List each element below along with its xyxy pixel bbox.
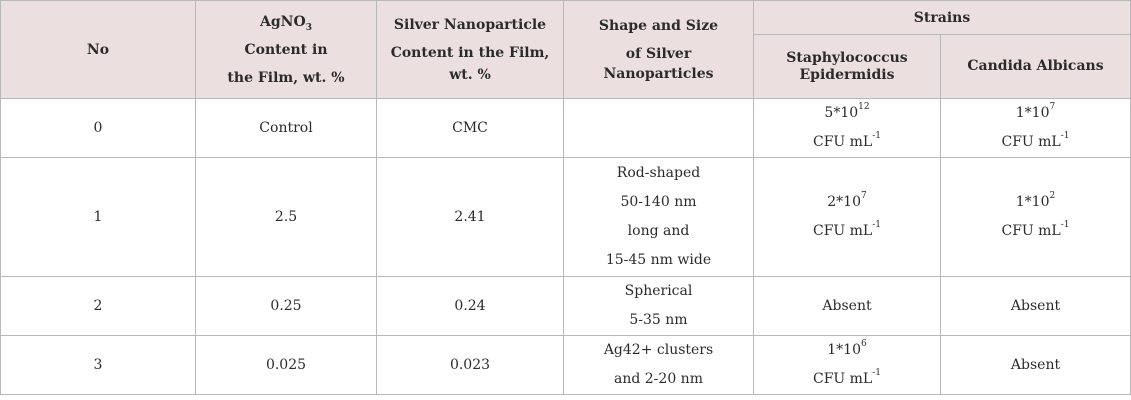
header-silver-line3: wt. % [449,66,491,83]
shape-line: 50-140 nm [620,194,697,210]
staph-count: 5*1012 [824,101,870,121]
cell-agno3: 0.025 [195,335,377,395]
cell-staph: 5*1012 CFU mL-1 [753,98,941,158]
cell-candida: Absent [940,335,1131,395]
shape-line: Ag42+ clusters [603,342,714,358]
candida-count: 1*107 [1015,101,1056,121]
table-row: 1 2.5 2.41 Rod-shaped 50-140 nm long and… [0,157,1131,277]
cell-candida: 1*107 CFU mL-1 [940,98,1131,158]
header-no: No [0,0,196,99]
header-strains: Strains [753,0,1131,35]
header-agno3-line1: AgNO3 [260,13,312,33]
candida-count: 1*102 [1015,190,1056,210]
cell-shape: Ag42+ clusters and 2-20 nm [563,335,754,395]
header-row-1: No AgNO3 Content in the Film, wt. % Silv… [0,0,1131,99]
cell-agno3: 2.5 [195,157,377,277]
cell-silver: 2.41 [376,157,564,277]
cell-staph: Absent [753,276,941,336]
header-row-2: Staphylococcus Epidermidis Candida Albic… [1,34,1131,99]
header-silver-content: Silver Nanoparticle Content in the Film,… [376,0,564,99]
header-staph-line1: Staphylococcus [786,49,908,66]
shape-line: and 2-20 nm [614,371,703,387]
header-staph-line2: Epidermidis [799,66,895,83]
candida-unit: CFU mL-1 [1001,219,1070,239]
cell-no: 0 [0,98,196,158]
staph-count: 2*107 [827,190,867,210]
header-agno3-line2: Content in [244,41,328,58]
staph-unit: CFU mL-1 [812,130,882,150]
shape-line: long and [627,223,690,239]
cell-no: 1 [0,157,196,277]
header-silver-line1: Silver Nanoparticle [393,16,547,33]
cell-candida: Absent [940,276,1131,336]
header-shape-line2: of Silver [625,45,692,62]
shape-line: Spherical [624,283,693,299]
header-staph: Staphylococcus Epidermidis [753,34,941,99]
cell-staph: 2*107 CFU mL-1 [753,157,941,277]
table-row: 0 Control CMC 5*1012 CFU mL-1 1*107 CFU … [0,98,1131,158]
header-agno3: AgNO3 Content in the Film, wt. % [195,0,377,99]
cell-silver: 0.24 [376,276,564,336]
candida-unit: CFU mL-1 [1001,130,1070,150]
staph-unit: CFU mL-1 [812,367,882,387]
shape-line: Rod-shaped [616,165,701,181]
cell-silver: CMC [376,98,564,158]
header-agno3-line3: the Film, wt. % [227,69,345,86]
cell-shape: Rod-shaped 50-140 nm long and 15-45 nm w… [563,157,754,277]
cell-shape [563,98,754,158]
table-row: 3 0.025 0.023 Ag42+ clusters and 2-20 nm… [0,335,1131,395]
cell-no: 3 [0,335,196,395]
cell-no: 2 [0,276,196,336]
cell-silver: 0.023 [376,335,564,395]
header-shape-line3: Nanoparticles [603,65,714,82]
table-row: 2 0.25 0.24 Spherical 5-35 nm Absent Abs… [0,276,1131,336]
cell-staph: 1*106 CFU mL-1 [753,335,941,395]
shape-line: 15-45 nm wide [605,252,712,268]
staph-count: 1*106 [827,338,867,358]
shape-line: 5-35 nm [629,312,688,328]
header-candida: Candida Albicans [940,34,1131,99]
cell-candida: 1*102 CFU mL-1 [940,157,1131,277]
cell-shape: Spherical 5-35 nm [563,276,754,336]
header-silver-line2: Content in the Film, [390,44,550,61]
staph-unit: CFU mL-1 [812,219,882,239]
header-shape-line1: Shape and Size [598,17,719,34]
header-shape-size: Shape and Size of Silver Nanoparticles [563,0,754,99]
cell-agno3: Control [195,98,377,158]
cell-agno3: 0.25 [195,276,377,336]
